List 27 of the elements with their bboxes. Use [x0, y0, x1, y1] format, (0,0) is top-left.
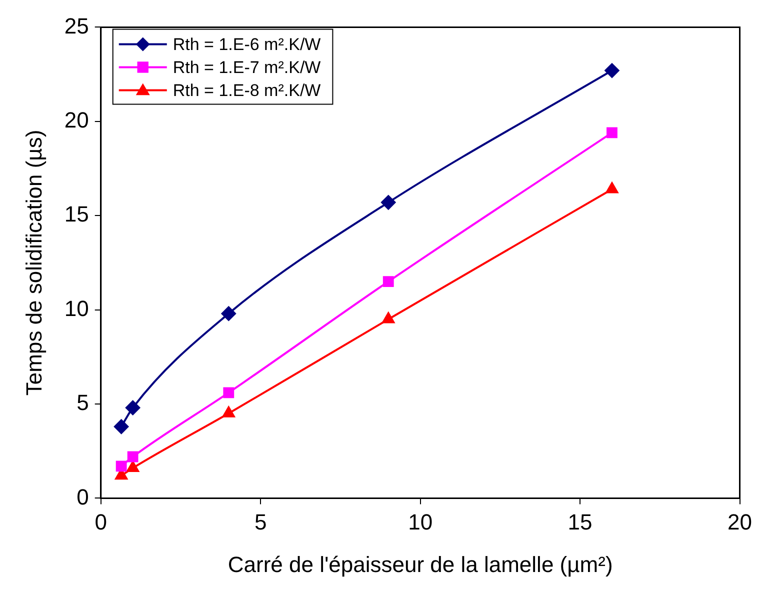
y-tick-label: 0	[76, 484, 89, 510]
y-axis-title: Temps de solidification (µs)	[21, 130, 46, 396]
point	[125, 400, 140, 416]
legend-label: Rth = 1.E-7 m².K/W	[172, 58, 321, 77]
legend-label: Rth = 1.E-8 m².K/W	[172, 80, 321, 100]
y-tick-label: 5	[76, 390, 89, 416]
x-tick-label: 0	[94, 509, 107, 534]
point	[126, 460, 140, 472]
y-tick-label: 10	[64, 296, 89, 321]
y-tick-label: 20	[64, 107, 89, 132]
point	[223, 387, 234, 398]
x-tick-label: 10	[408, 509, 433, 534]
x-tick-label: 15	[568, 509, 592, 534]
point	[221, 306, 236, 322]
point	[380, 194, 396, 210]
point	[116, 460, 127, 472]
x-axis-title: Carré de l'épaisseur de la lamelle (µm²)	[228, 552, 613, 577]
point	[127, 451, 138, 462]
point	[604, 63, 620, 78]
y-tick-label: 15	[64, 202, 89, 227]
point	[114, 419, 129, 434]
point	[606, 127, 618, 138]
x-tick-label: 20	[728, 509, 752, 534]
x-tick-label: 5	[254, 509, 267, 534]
legend-label: Rth = 1.E-6 m².K/W	[172, 34, 321, 54]
point	[382, 276, 394, 287]
y-tick-label: 25	[64, 13, 89, 38]
